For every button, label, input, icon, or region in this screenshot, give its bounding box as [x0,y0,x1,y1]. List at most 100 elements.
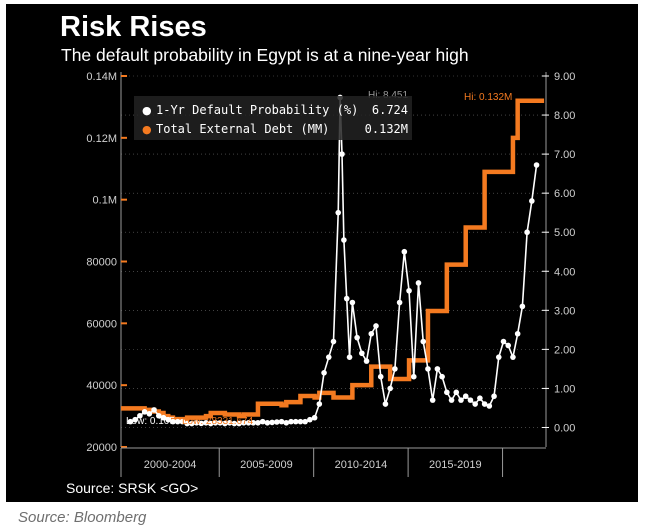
probability-point [341,237,347,243]
left-tick-label: 60000 [86,318,117,330]
probability-point [184,420,190,427]
probability-point [179,418,186,425]
probability-point [524,229,530,236]
legend-value: 0.132M [365,122,408,136]
probability-point [429,397,436,403]
hi-probability-label: Hi: 8.451 [368,90,408,101]
chart-panel: Risk Rises The default probability in Eg… [6,4,638,502]
probability-point [401,248,408,255]
probability-point [486,403,493,409]
probability-point [330,338,337,345]
right-tick-label: 4.00 [554,266,575,278]
probability-point [363,358,370,364]
x-axis: 2000-2004 2005-2009 2010-2014 2015-2019 [120,447,546,477]
probability-point [444,389,450,396]
probability-point [425,366,431,372]
probability-point [420,338,427,345]
probability-point [250,419,257,426]
probability-point [359,350,365,357]
right-tick-label: 5.00 [554,227,575,239]
probability-point [311,414,318,421]
source-note: Source: SRSK <GO> [66,480,199,496]
probability-point [448,397,455,403]
x-tick-label: 2005-2009 [240,459,293,471]
probability-point [302,418,308,425]
probability-point [217,419,223,426]
probability-point [505,342,512,349]
right-tick-label: 8.00 [554,110,575,122]
probability-point [288,418,294,425]
probability-point [439,373,445,380]
probability-point [269,419,275,426]
left-tick-label: 40000 [86,380,117,392]
probability-point [240,419,247,426]
probability-point [292,418,299,425]
right-axis: 9.00 8.00 7.00 6.00 5.00 4.00 3.00 2.00 1.00 0.00 [542,71,575,447]
legend-label: 1-Yr Default Probability (%) [156,103,358,117]
x-tick-label: 2015-2019 [429,459,482,471]
probability-point [307,416,313,423]
probability-point [458,397,464,403]
chart-canvas: 0.14M 0.12M 0.1M 80000 60000 40000 20000 9.00 8… [86,71,575,477]
left-axis: 0.14M 0.12M 0.1M 80000 60000 40000 20000 [86,71,127,454]
probability-point [335,209,342,216]
probability-point [406,287,412,294]
probability-point [434,366,441,372]
x-tick-label: 2000-2004 [144,459,197,471]
probability-point [377,373,384,380]
probability-point [477,395,483,401]
probability-point [127,418,134,425]
probability-point [500,338,507,345]
probability-point [174,418,181,425]
low-probability-label: Low: 0.105 [126,416,175,427]
x-tick-label: 2010-2014 [335,459,388,471]
probability-point [481,401,488,407]
legend-marker: ● [142,104,152,117]
probability-point [160,414,167,421]
probability-point [510,354,516,360]
probability-point [392,366,398,372]
probability-point [339,151,345,157]
probability-point [346,354,353,360]
probability-point [387,385,393,392]
legend-box [134,96,412,140]
probability-point [137,412,143,419]
legend: ● 1-Yr Default Probability (%) 6.724 ● Total… [134,96,412,140]
left-tick-label: 80000 [86,257,117,269]
legend-label: Total External Debt (MM) [156,122,329,136]
chart-subtitle: The default probability in Egypt is at a… [61,45,469,65]
probability-point [415,280,422,286]
left-tick-label: 0.12M [86,133,117,145]
probability-point [321,370,327,376]
probability-point [165,416,172,423]
legend-marker: ● [142,123,152,136]
probability-point [236,420,242,427]
probability-point [155,412,162,419]
probability-point [222,420,228,427]
probability-point [529,198,535,204]
probability-point [259,418,266,425]
probability-point [514,330,521,337]
right-tick-label: 0.00 [554,422,575,434]
probability-point [354,334,360,341]
probability-point [533,162,540,168]
probability-point [519,303,526,310]
probability-point [453,389,460,396]
right-tick-label: 6.00 [554,188,575,200]
left-tick-label: 0.14M [86,71,117,83]
probability-point [141,409,148,415]
probability-point [212,419,219,426]
probability-point [274,419,280,425]
probability-point [255,419,261,426]
probability-point [325,354,332,360]
right-tick-label: 9.00 [554,71,575,83]
probability-point [467,397,474,403]
probability-point [170,418,176,425]
probability-point [198,420,205,427]
source-credit: Source: Bloomberg [18,509,147,526]
series-debt-line [121,98,545,422]
probability-point [373,323,379,329]
left-tick-label: 20000 [86,442,117,454]
low-debt-label: Low: 28331.674 [182,416,254,427]
probability-point [278,418,285,425]
